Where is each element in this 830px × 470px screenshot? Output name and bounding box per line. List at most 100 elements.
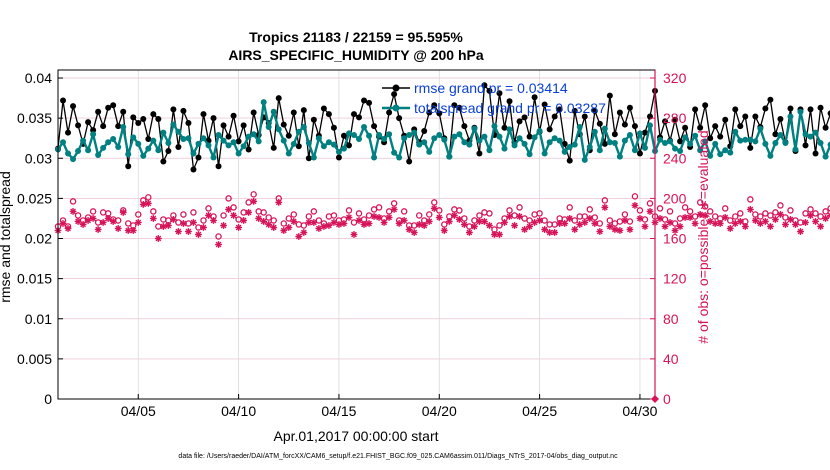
rmse-point bbox=[110, 102, 117, 109]
evaluated-obs-marker bbox=[822, 215, 829, 222]
possible-obs-marker bbox=[671, 220, 679, 227]
possible-obs-marker bbox=[285, 215, 293, 222]
possible-obs-marker bbox=[175, 219, 182, 226]
spread-point bbox=[792, 146, 799, 153]
rmse-point bbox=[526, 133, 533, 140]
y-right-tick-label: 0 bbox=[663, 391, 671, 407]
spread-point bbox=[566, 144, 573, 151]
possible-obs-marker bbox=[787, 207, 794, 214]
evaluated-obs-marker bbox=[240, 217, 248, 224]
spread-point bbox=[75, 148, 82, 155]
possible-obs-marker bbox=[601, 197, 609, 204]
possible-obs-marker bbox=[706, 208, 714, 215]
spread-point bbox=[526, 151, 533, 158]
rmse-point bbox=[501, 124, 508, 131]
spread-point bbox=[476, 137, 483, 144]
rmse-point bbox=[707, 135, 714, 142]
possible-obs-marker bbox=[536, 210, 543, 217]
x-tick-label: 04/15 bbox=[321, 403, 356, 419]
rmse-point bbox=[135, 119, 142, 126]
possible-obs-marker bbox=[666, 208, 674, 215]
spread-point bbox=[330, 141, 337, 148]
spread-point bbox=[180, 136, 187, 143]
rmse-point bbox=[481, 82, 488, 89]
possible-obs-marker bbox=[551, 221, 558, 228]
spread-point bbox=[421, 139, 428, 146]
rmse-point bbox=[300, 107, 307, 114]
spread-point bbox=[486, 147, 493, 154]
evaluated-obs-marker bbox=[64, 225, 72, 232]
evaluated-obs-marker bbox=[746, 206, 754, 213]
evaluated-obs-marker bbox=[526, 223, 533, 230]
spread-point bbox=[165, 140, 172, 147]
y-axis-right-label: # of obs: o=possible; ∗=evaluated bbox=[695, 130, 711, 343]
spread-point bbox=[155, 147, 162, 154]
rmse-point bbox=[762, 105, 769, 112]
legend-spread-label: totalspread grand pr = 0.03287 bbox=[414, 100, 606, 116]
evaluated-obs-marker bbox=[561, 220, 569, 227]
rmse-point bbox=[285, 132, 292, 139]
spread-point bbox=[80, 137, 87, 144]
evaluated-obs-marker bbox=[450, 212, 458, 219]
spread-point bbox=[491, 123, 498, 130]
rmse-point bbox=[60, 97, 67, 104]
spread-point bbox=[175, 128, 182, 135]
rmse-point bbox=[506, 98, 513, 105]
rmse-point bbox=[160, 158, 167, 165]
rmse-point bbox=[391, 91, 398, 98]
rmse-point bbox=[330, 124, 337, 131]
rmse-point bbox=[747, 144, 754, 151]
evaluated-obs-marker bbox=[220, 222, 227, 229]
spread-point bbox=[752, 138, 759, 145]
spread-point bbox=[631, 147, 638, 154]
spread-point bbox=[697, 147, 704, 154]
spread-point bbox=[340, 145, 347, 152]
evaluated-obs-marker bbox=[265, 221, 273, 228]
rmse-point bbox=[356, 114, 363, 121]
evaluated-obs-marker bbox=[355, 217, 363, 224]
spread-point bbox=[426, 148, 433, 155]
y-left-tick-label: 0.025 bbox=[17, 190, 52, 206]
spread-point bbox=[90, 131, 97, 138]
evaluated-obs-marker bbox=[470, 223, 478, 230]
rmse-point bbox=[822, 124, 829, 131]
y-left-tick-label: 0.03 bbox=[25, 150, 52, 166]
spread-point bbox=[350, 131, 357, 138]
possible-obs-marker bbox=[270, 217, 277, 224]
spread-point bbox=[717, 151, 724, 158]
possible-obs-marker bbox=[486, 210, 493, 217]
spread-point bbox=[325, 139, 332, 146]
rmse-point bbox=[125, 163, 132, 170]
rmse-point bbox=[120, 108, 127, 115]
plot-area: 0 0.005 0.01 0.015 0.02 0.025 0.03 0.035 0.04 0 40… bbox=[17, 69, 830, 419]
spread-point bbox=[356, 136, 363, 143]
possible-obs-marker bbox=[476, 212, 483, 219]
rmse-point bbox=[812, 150, 819, 157]
rmse-point bbox=[431, 102, 438, 109]
possible-obs-marker bbox=[245, 199, 252, 206]
evaluated-obs-marker bbox=[430, 205, 438, 212]
spread-point bbox=[150, 137, 157, 144]
evaluated-obs-marker bbox=[305, 219, 313, 226]
spread-point bbox=[657, 136, 664, 143]
evaluated-obs-marker bbox=[69, 208, 77, 215]
rmse-point bbox=[827, 110, 830, 117]
y-left-tick-label: 0.035 bbox=[17, 110, 52, 126]
evaluated-obs-marker bbox=[285, 224, 293, 231]
spread-point bbox=[672, 145, 679, 152]
legend-rmse-label: rmse grand pr = 0.03414 bbox=[414, 80, 568, 96]
spread-point bbox=[687, 140, 694, 147]
spread-point bbox=[95, 152, 102, 159]
rmse-point bbox=[606, 92, 613, 99]
possible-obs-marker bbox=[656, 205, 664, 212]
spread-point bbox=[556, 137, 563, 144]
spread-point bbox=[140, 152, 147, 159]
rmse-point bbox=[616, 109, 623, 116]
spread-point bbox=[551, 135, 558, 142]
evaluated-obs-marker bbox=[476, 218, 483, 225]
spread-point bbox=[536, 127, 543, 134]
rmse-point bbox=[631, 123, 638, 130]
possible-obs-marker bbox=[215, 233, 222, 240]
evaluated-obs-marker bbox=[270, 224, 278, 231]
